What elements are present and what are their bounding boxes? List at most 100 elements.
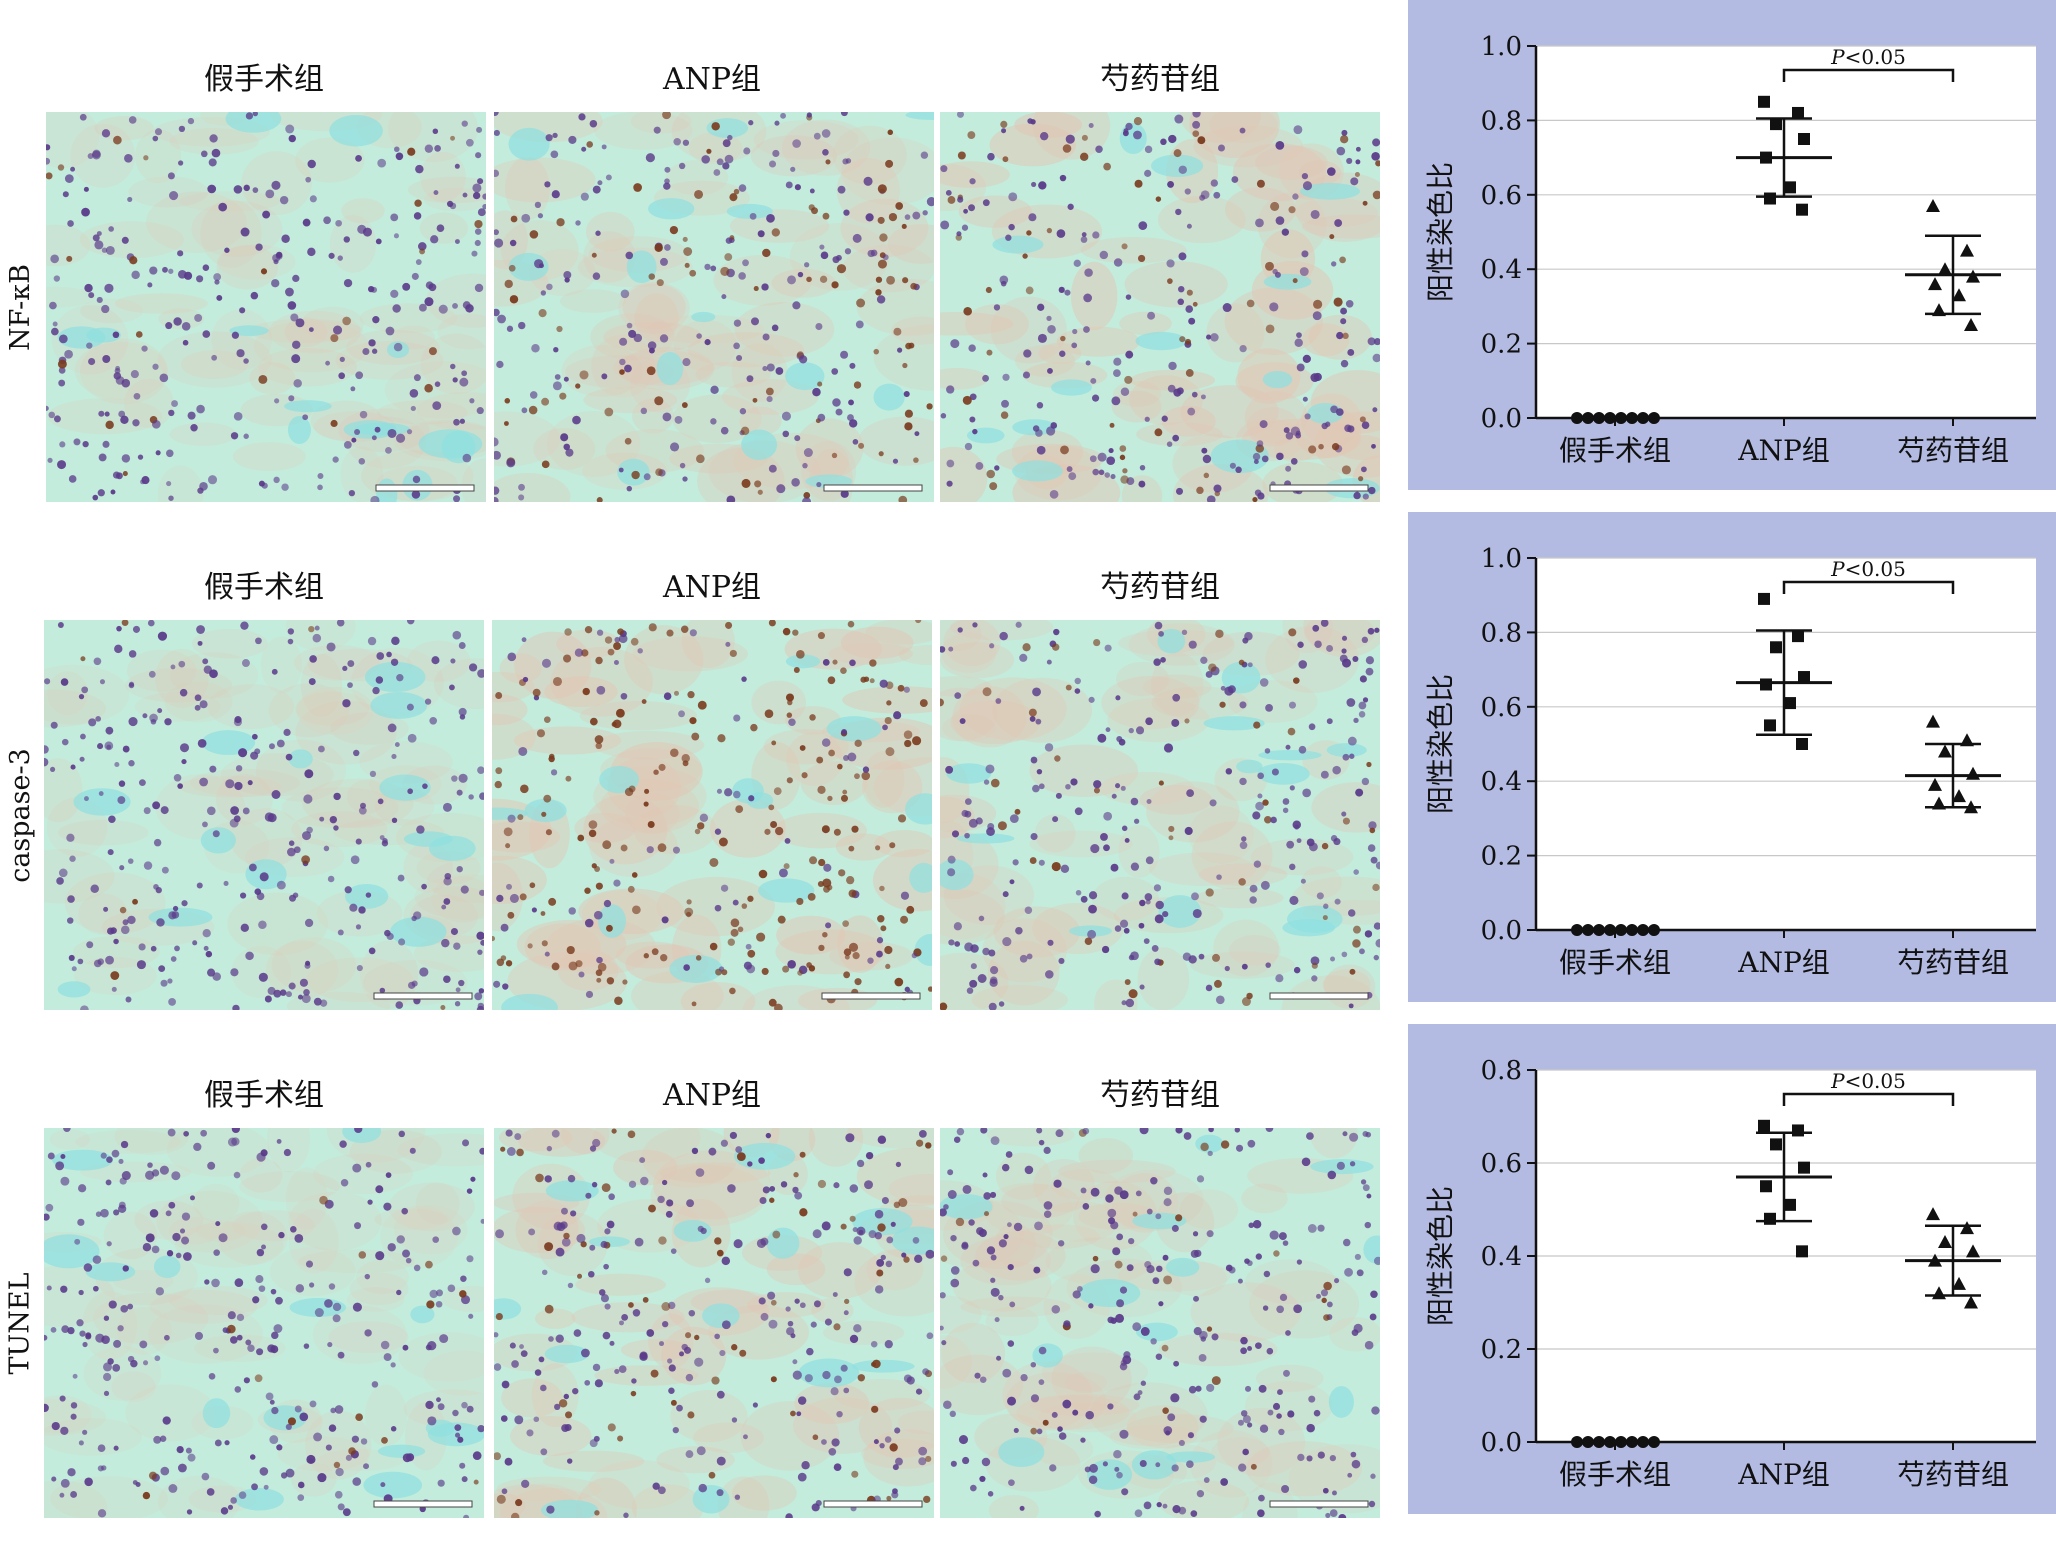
cell-nucleus <box>1199 1415 1207 1423</box>
cell-nucleus <box>541 658 552 668</box>
cell-nucleus <box>458 642 466 649</box>
cell-nucleus <box>1355 788 1364 797</box>
cell-nucleus <box>727 938 735 946</box>
cell-nucleus <box>918 1129 927 1138</box>
cytoplasm-region <box>982 1182 1074 1236</box>
cell-nucleus <box>749 212 757 220</box>
cell-nucleus <box>926 403 933 410</box>
cell-nucleus <box>209 765 217 773</box>
cell-nucleus <box>208 1372 216 1380</box>
cell-nucleus <box>543 794 552 803</box>
data-point <box>1626 1436 1638 1448</box>
cell-nucleus <box>1364 1221 1372 1229</box>
cell-nucleus <box>1139 899 1146 907</box>
row-nfkb: NF-κB 假手术组 ANP组 芍药苷组 <box>0 50 2056 550</box>
cell-nucleus <box>303 989 310 996</box>
cytoplasm-region <box>586 211 635 252</box>
cell-nucleus <box>1344 1267 1353 1277</box>
cell-nucleus <box>53 275 61 282</box>
cell-nucleus <box>1220 1140 1230 1149</box>
cell-nucleus <box>334 1490 343 1499</box>
cell-nucleus <box>482 203 486 210</box>
cell-nucleus <box>1162 1503 1168 1509</box>
series-group <box>1736 95 1832 216</box>
cell-nucleus <box>799 355 808 364</box>
cell-nucleus <box>895 1457 903 1466</box>
cell-nucleus <box>1339 654 1348 663</box>
cell-nucleus <box>402 282 411 291</box>
cell-nucleus <box>1315 1293 1322 1299</box>
cell-nucleus <box>1003 1233 1009 1240</box>
cell-nucleus <box>1166 441 1173 447</box>
cell-nucleus <box>295 318 305 328</box>
cytoplasm-region <box>431 876 484 923</box>
cell-nucleus <box>756 932 766 942</box>
cell-nucleus <box>787 1320 794 1327</box>
cell-nucleus <box>617 1435 624 1442</box>
cell-nucleus <box>1341 635 1348 641</box>
cell-nucleus <box>308 678 316 686</box>
cytoplasm-region <box>943 620 1001 667</box>
cell-nucleus <box>822 149 829 156</box>
cell-nucleus <box>436 1289 444 1297</box>
cell-nucleus <box>782 965 790 973</box>
cell-nucleus <box>980 1128 988 1134</box>
data-point <box>1952 288 1966 302</box>
cell-nucleus <box>1093 638 1101 647</box>
cell-nucleus <box>538 309 547 318</box>
cell-nucleus <box>1163 743 1174 753</box>
cell-nucleus <box>1293 125 1303 135</box>
data-point <box>1615 412 1627 424</box>
scale-bar <box>373 1500 473 1508</box>
cell-nucleus <box>267 1344 276 1353</box>
cytoplasm-region <box>887 223 934 264</box>
tissue-image <box>44 1128 484 1518</box>
cell-nucleus <box>762 1186 770 1194</box>
cell-nucleus <box>372 686 380 695</box>
cell-nucleus <box>1329 234 1335 240</box>
cell-nucleus <box>1276 1413 1282 1419</box>
cytoplasm-region <box>365 1384 407 1447</box>
cell-nucleus <box>1358 701 1367 710</box>
cytoplasm-region <box>942 714 996 742</box>
cell-nucleus <box>787 699 793 706</box>
cell-nucleus <box>704 339 711 346</box>
cell-nucleus <box>578 971 585 978</box>
cell-nucleus <box>733 1239 743 1249</box>
cell-nucleus <box>1290 458 1298 465</box>
cell-nucleus <box>245 1339 252 1346</box>
cell-nucleus <box>1183 1132 1192 1140</box>
cell-nucleus <box>592 1363 601 1372</box>
cell-nucleus <box>897 684 905 692</box>
cell-nucleus <box>1341 129 1348 136</box>
cytoplasm-region <box>1022 361 1108 389</box>
cell-nucleus <box>796 1411 802 1417</box>
cell-nucleus <box>1294 338 1303 347</box>
cell-nucleus <box>190 424 198 432</box>
cell-nucleus <box>873 1439 879 1445</box>
cell-nucleus <box>181 759 187 765</box>
cell-nucleus <box>881 1197 889 1205</box>
cell-nucleus <box>720 1139 728 1147</box>
cytoplasm-region <box>971 985 1068 1010</box>
cell-nucleus <box>385 447 392 454</box>
cell-nucleus <box>50 254 59 264</box>
cell-nucleus <box>751 317 759 326</box>
cell-nucleus <box>260 268 268 275</box>
cell-nucleus <box>172 905 179 912</box>
cell-nucleus <box>121 454 131 463</box>
cell-nucleus <box>111 1149 120 1158</box>
cell-nucleus <box>271 1406 279 1415</box>
cell-nucleus <box>855 320 864 329</box>
cell-nucleus <box>459 418 466 424</box>
cell-nucleus <box>59 1492 65 1498</box>
cell-nucleus <box>1144 416 1150 422</box>
cell-nucleus <box>1332 1490 1337 1496</box>
cell-nucleus <box>1273 1250 1280 1257</box>
tubule-lumen <box>940 1194 993 1220</box>
cell-nucleus <box>1322 915 1328 921</box>
cell-nucleus <box>426 1300 435 1309</box>
cell-nucleus <box>961 224 969 231</box>
cell-nucleus <box>578 113 586 121</box>
cell-nucleus <box>1196 1175 1205 1183</box>
